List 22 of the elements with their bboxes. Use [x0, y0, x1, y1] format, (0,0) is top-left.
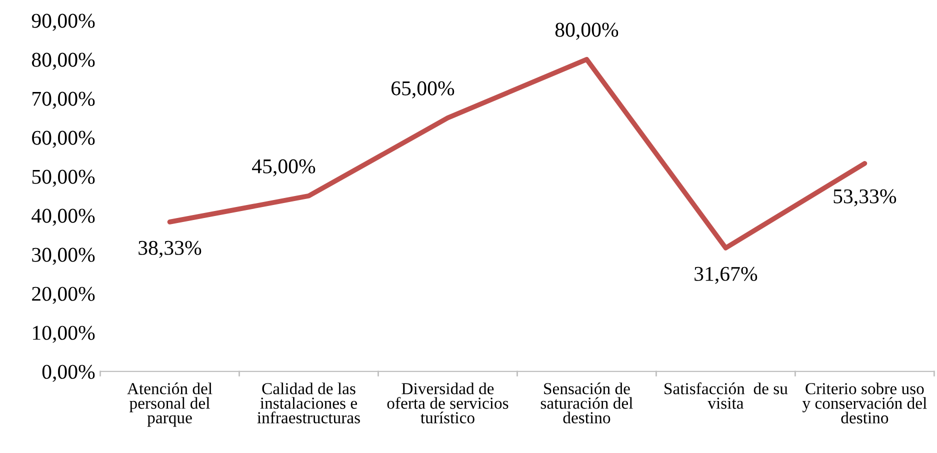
y-tick-label: 90,00% — [32, 14, 95, 31]
x-tick-label: Sensación de saturación del destino — [540, 382, 633, 424]
y-tick-label: 20,00% — [32, 286, 95, 304]
y-tick-label: 80,00% — [32, 52, 95, 70]
y-tick-label: 60,00% — [32, 130, 95, 148]
data-label: 65,00% — [392, 81, 454, 98]
data-label: 31,67% — [694, 266, 758, 284]
y-tick-label: 50,00% — [32, 170, 95, 187]
x-tick-label: Criterio sobre uso y conservación del destino — [802, 382, 927, 424]
x-tick-label: Atención del personal del parque — [127, 382, 212, 427]
y-tick-label: 0,00% — [42, 364, 95, 382]
y-tick-label: 40,00% — [32, 208, 95, 226]
data-label: 45,00% — [252, 159, 316, 176]
x-tick-label: Satisfacción de su visita — [664, 382, 788, 409]
data-label: 80,00% — [555, 22, 618, 40]
x-tick-label: Diversidad de oferta de servicios turístico — [387, 382, 508, 424]
x-tick-label: Calidad de las instalaciones e infraestructuras — [257, 382, 360, 424]
y-tick-label: 30,00% — [32, 248, 95, 265]
y-tick-label: 70,00% — [32, 92, 95, 109]
y-tick-label: 10,00% — [33, 326, 95, 343]
data-label: 38,33% — [138, 240, 202, 258]
data-label: 53,33% — [834, 189, 896, 206]
